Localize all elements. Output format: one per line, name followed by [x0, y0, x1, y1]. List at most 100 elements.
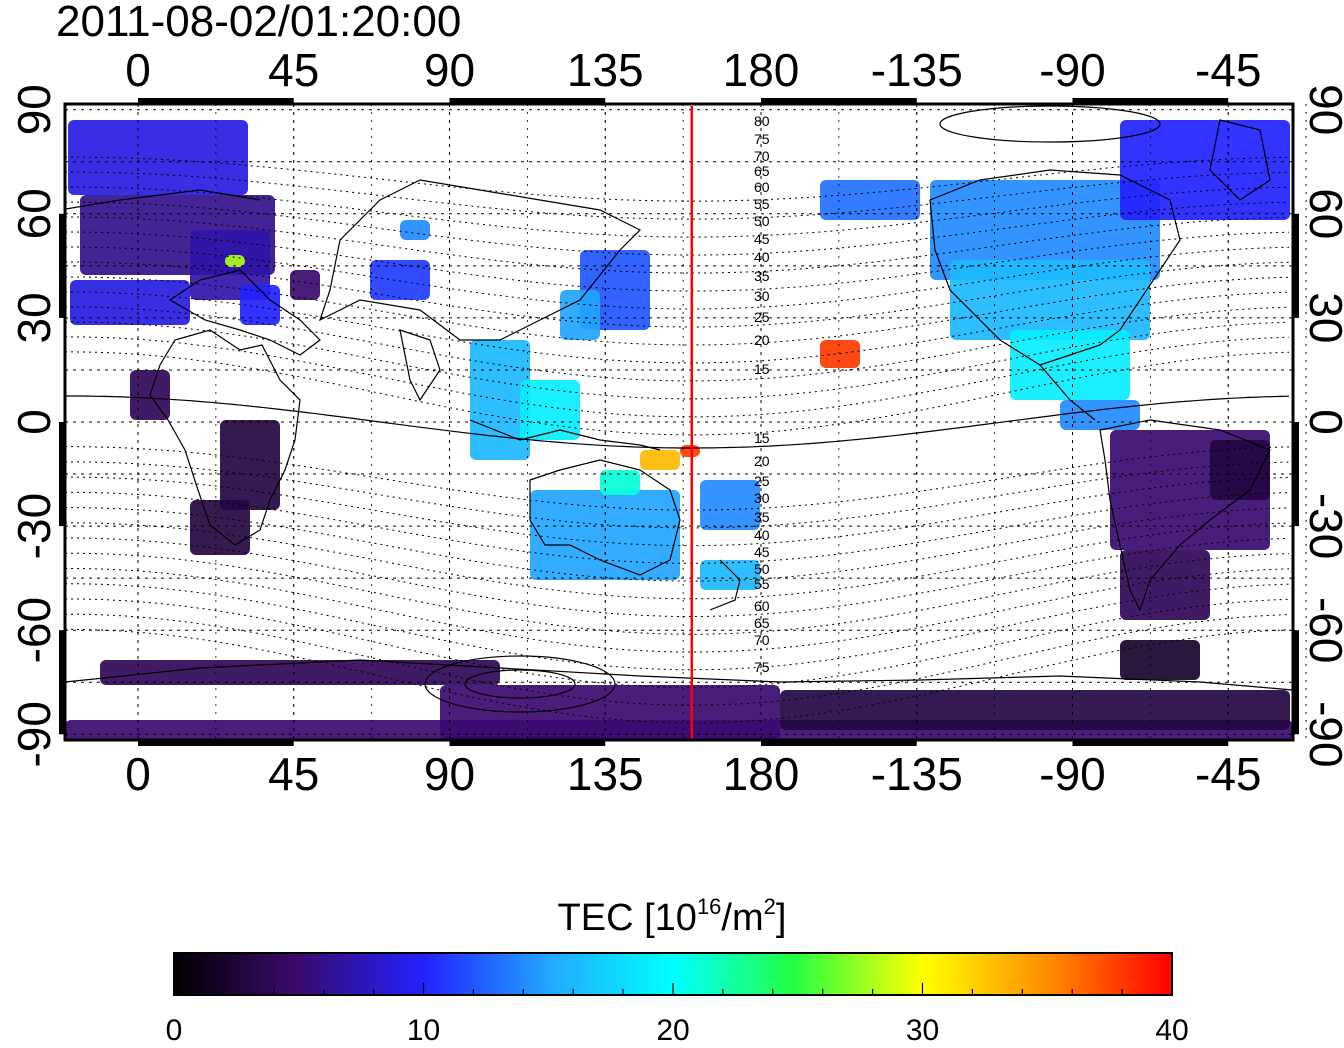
colorbar-tick-label: 30 [906, 1014, 939, 1047]
bottom-lon-label: 90 [424, 748, 475, 800]
contour-line [65, 261, 1290, 328]
lat-lon-grid [65, 104, 1307, 740]
right-lat-label: -60 [1300, 597, 1344, 663]
tec-patch [290, 270, 320, 300]
contour-label-south: 40 [754, 527, 770, 543]
frame-tick-left [59, 422, 65, 527]
contour-line [65, 552, 1290, 635]
contour-line [65, 216, 1290, 274]
frame-tick-top [761, 98, 917, 104]
tec-data-layer [65, 120, 1293, 740]
contour-line [65, 186, 1290, 238]
coastline-segment [399, 329, 441, 402]
contour-label-north: 25 [754, 309, 770, 325]
contour-line [65, 171, 1290, 220]
coastline-segment [318, 179, 642, 341]
left-lat-label: 90 [8, 84, 60, 135]
frame-tick-bottom [449, 740, 606, 746]
contour-label-north: 15 [754, 361, 770, 377]
right-latitude-labels: 90 60 30 0 -30 -60 -90 [1300, 84, 1344, 767]
frame-tick-bottom [138, 740, 294, 746]
frame-tick-left [59, 213, 65, 318]
contour-label-south: 15 [754, 430, 770, 446]
contour-label-south: 30 [754, 490, 770, 506]
colorbar-tick-label: 40 [1155, 1014, 1188, 1047]
tec-patch [780, 690, 1290, 730]
left-lat-label: -60 [8, 597, 60, 663]
top-longitude-labels: 0 45 90 135 180 -135 -90 -45 [125, 44, 1261, 96]
colorbar-tick-label: 10 [407, 1014, 440, 1047]
contour-label-north: 80 [754, 113, 770, 129]
bottom-lon-label: 135 [567, 748, 644, 800]
contour-line [65, 461, 1290, 529]
coastline-segment [929, 169, 1181, 366]
contour-label-north: 55 [754, 196, 770, 212]
coastline-segment [149, 329, 301, 546]
tec-patch [1120, 640, 1200, 680]
colorbar-title: TEC [1016/m2] [558, 894, 787, 939]
contour-line [65, 156, 1290, 202]
contour-line [65, 336, 1290, 418]
left-lat-label: -90 [8, 701, 60, 767]
top-lon-label: 135 [567, 44, 644, 96]
right-lat-label: -30 [1300, 493, 1344, 559]
contour-label-south: 35 [754, 509, 770, 525]
tec-patch [68, 120, 248, 195]
top-lon-label: -45 [1195, 44, 1261, 96]
tec-patch [520, 380, 580, 440]
tec-patch [930, 180, 1160, 280]
contour-label-south: 20 [754, 453, 770, 469]
right-lat-label: 60 [1300, 188, 1344, 239]
tec-patch [1210, 440, 1270, 500]
map-area [59, 98, 1307, 746]
timestamp-label: 2011-08-02/01:20:00 [56, 0, 461, 46]
tec-patch [370, 260, 430, 300]
contour-line [65, 246, 1290, 310]
tec-patch [240, 285, 280, 325]
contour-line [65, 321, 1290, 400]
contour-pole-south-2 [424, 655, 616, 713]
tec-patch [680, 445, 700, 457]
frame-ticks [59, 98, 1299, 746]
right-lat-label: 90 [1300, 84, 1344, 135]
coastline-segment [1039, 364, 1096, 421]
coastline-segment [529, 459, 681, 576]
coastline-segment [469, 419, 661, 451]
frame-tick-left [59, 630, 65, 735]
tec-patch [100, 660, 500, 685]
contour-label-south: 50 [754, 561, 770, 577]
bottom-lon-label: 0 [125, 748, 151, 800]
top-lon-label: 180 [723, 44, 800, 96]
left-latitude-labels: 90 60 30 0 -30 -60 -90 [8, 84, 60, 767]
tec-patch [600, 470, 640, 495]
contour-line [65, 568, 1290, 653]
contour-line [65, 537, 1290, 617]
bottom-longitude-labels: 0 45 90 135 180 -135 -90 -45 [125, 748, 1261, 800]
contour-line [65, 598, 1290, 689]
left-lat-label: 0 [8, 409, 60, 435]
contour-line [65, 351, 1290, 436]
tec-patch [220, 420, 280, 510]
tec-patch [700, 560, 760, 590]
left-lat-label: -30 [8, 493, 60, 559]
top-lon-label: 0 [125, 44, 151, 96]
tec-patch [70, 280, 190, 325]
coastline-segment [709, 559, 741, 611]
contour-label-north: 45 [754, 231, 770, 247]
contour-label-north: 65 [754, 163, 770, 179]
tec-patch [190, 500, 250, 555]
top-lon-label: -135 [871, 44, 963, 96]
frame-tick-top [449, 98, 606, 104]
contour-line [65, 613, 1290, 706]
contour-line [65, 476, 1290, 547]
top-lon-label: 90 [424, 44, 475, 96]
colorbar-tick-label: 20 [656, 1014, 689, 1047]
tec-patch [400, 220, 430, 240]
tec-patch [440, 685, 780, 740]
contour-line [65, 491, 1290, 564]
contour-label-south: 45 [754, 544, 770, 560]
coastline-segment [65, 659, 1293, 691]
contour-pole-north [939, 105, 1161, 143]
top-lon-label: -90 [1039, 44, 1105, 96]
right-lat-label: 0 [1300, 409, 1344, 435]
